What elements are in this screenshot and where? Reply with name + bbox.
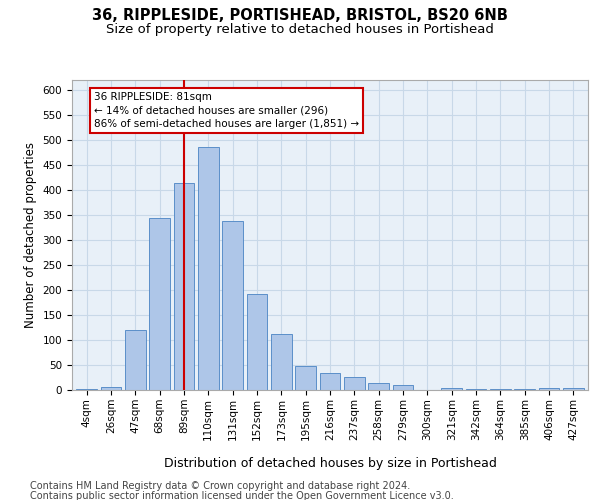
Text: 36 RIPPLESIDE: 81sqm
← 14% of detached houses are smaller (296)
86% of semi-deta: 36 RIPPLESIDE: 81sqm ← 14% of detached h… bbox=[94, 92, 359, 129]
Bar bbox=[247, 294, 268, 390]
Bar bbox=[222, 221, 243, 390]
Text: Contains public sector information licensed under the Open Government Licence v3: Contains public sector information licen… bbox=[30, 491, 454, 500]
Bar bbox=[173, 182, 194, 390]
Text: Distribution of detached houses by size in Portishead: Distribution of detached houses by size … bbox=[164, 458, 496, 470]
Bar bbox=[466, 389, 487, 390]
Bar bbox=[392, 385, 413, 390]
Bar bbox=[490, 388, 511, 390]
Bar bbox=[344, 377, 365, 390]
Bar bbox=[539, 388, 559, 390]
Bar bbox=[76, 388, 97, 390]
Bar bbox=[368, 382, 389, 390]
Bar bbox=[125, 330, 146, 390]
Bar bbox=[514, 389, 535, 390]
Y-axis label: Number of detached properties: Number of detached properties bbox=[24, 142, 37, 328]
Text: Size of property relative to detached houses in Portishead: Size of property relative to detached ho… bbox=[106, 22, 494, 36]
Bar bbox=[295, 366, 316, 390]
Bar bbox=[442, 388, 462, 390]
Bar bbox=[198, 146, 218, 390]
Bar bbox=[320, 372, 340, 390]
Text: Contains HM Land Registry data © Crown copyright and database right 2024.: Contains HM Land Registry data © Crown c… bbox=[30, 481, 410, 491]
Text: 36, RIPPLESIDE, PORTISHEAD, BRISTOL, BS20 6NB: 36, RIPPLESIDE, PORTISHEAD, BRISTOL, BS2… bbox=[92, 8, 508, 22]
Bar bbox=[563, 388, 584, 390]
Bar bbox=[271, 334, 292, 390]
Bar bbox=[101, 386, 121, 390]
Bar bbox=[149, 218, 170, 390]
